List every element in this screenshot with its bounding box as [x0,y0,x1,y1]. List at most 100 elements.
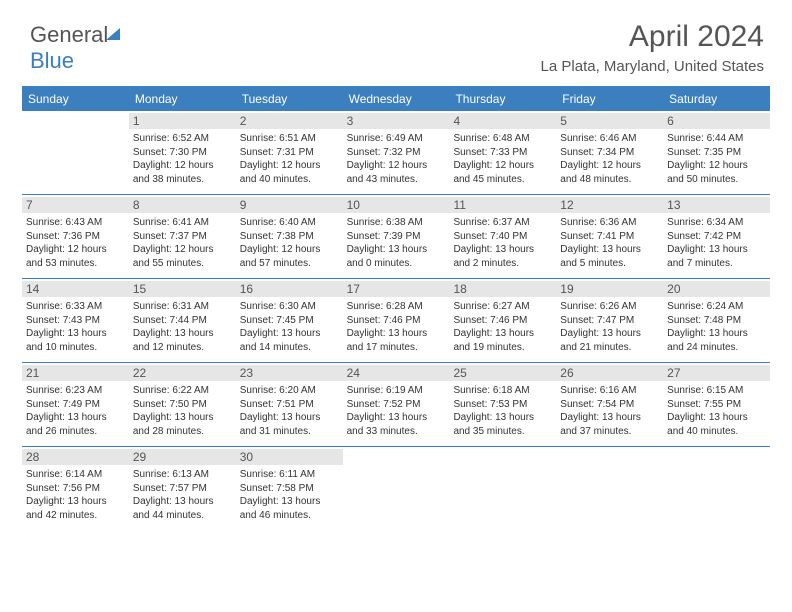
day-number: 26 [556,365,663,381]
day-number: 5 [556,113,663,129]
day-cell: 8 Sunrise: 6:41 AMSunset: 7:37 PMDaylight… [129,195,236,278]
weekday-header: Monday [129,88,236,110]
day-cell: 20 Sunrise: 6:24 AMSunset: 7:48 PMDayligh… [663,279,770,362]
day-number: 24 [343,365,450,381]
calendar-week-row: 28Sunrise: 6:14 AMSunset: 7:56 PMDayligh… [22,446,770,530]
day-details: Sunrise: 6:36 AMSunset: 7:41 PMDaylight:… [560,216,659,270]
day-cell: 27 Sunrise: 6:15 AMSunset: 7:55 PMDayligh… [663,363,770,446]
day-cell: 12 Sunrise: 6:36 AMSunset: 7:41 PMDayligh… [556,195,663,278]
day-details: Sunrise: 6:24 AMSunset: 7:48 PMDaylight:… [667,300,766,354]
day-details: Sunrise: 6:52 AMSunset: 7:30 PMDaylight:… [133,132,232,186]
calendar-week-row: 21Sunrise: 6:23 AMSunset: 7:49 PMDayligh… [22,362,770,446]
weekday-header: Tuesday [236,88,343,110]
day-details: Sunrise: 6:48 AMSunset: 7:33 PMDaylight:… [453,132,552,186]
day-cell [663,447,770,530]
day-number: 17 [343,281,450,297]
day-cell: 10 Sunrise: 6:38 AMSunset: 7:39 PMDayligh… [343,195,450,278]
day-cell: 16 Sunrise: 6:30 AMSunset: 7:45 PMDayligh… [236,279,343,362]
day-cell: 3Sunrise: 6:49 AMSunset: 7:32 PMDaylight… [343,111,450,194]
day-cell [556,447,663,530]
title-block: April 2024 La Plata, Maryland, United St… [541,20,764,75]
day-cell: 18Sunrise: 6:27 AMSunset: 7:46 PMDayligh… [449,279,556,362]
day-number: 7 [22,197,129,213]
day-cell: 22 Sunrise: 6:22 AMSunset: 7:50 PMDayligh… [129,363,236,446]
day-number: 30 [236,449,343,465]
day-details: Sunrise: 6:51 AMSunset: 7:31 PMDaylight:… [240,132,339,186]
day-cell: 25Sunrise: 6:18 AMSunset: 7:53 PMDayligh… [449,363,556,446]
day-details: Sunrise: 6:13 AMSunset: 7:57 PMDaylight:… [133,468,232,522]
day-number: 22 [129,365,236,381]
calendar-week-row: 7 Sunrise: 6:43 AMSunset: 7:36 PMDaylight… [22,194,770,278]
day-details: Sunrise: 6:27 AMSunset: 7:46 PMDaylight:… [453,300,552,354]
day-details: Sunrise: 6:22 AMSunset: 7:50 PMDaylight:… [133,384,232,438]
day-details: Sunrise: 6:37 AMSunset: 7:40 PMDaylight:… [453,216,552,270]
day-number: 14 [22,281,129,297]
day-cell: 17 Sunrise: 6:28 AMSunset: 7:46 PMDayligh… [343,279,450,362]
day-number: 20 [663,281,770,297]
weekday-header: Friday [556,88,663,110]
day-number: 2 [236,113,343,129]
day-cell: 7 Sunrise: 6:43 AMSunset: 7:36 PMDaylight… [22,195,129,278]
day-cell [449,447,556,530]
day-number: 15 [129,281,236,297]
weekday-header: Wednesday [343,88,450,110]
weekday-header: Sunday [22,88,129,110]
day-number: 6 [663,113,770,129]
day-cell: 1Sunrise: 6:52 AMSunset: 7:30 PMDaylight… [129,111,236,194]
calendar-header-row: SundayMondayTuesdayWednesdayThursdayFrid… [22,88,770,110]
location-text: La Plata, Maryland, United States [541,58,764,75]
day-cell: 23Sunrise: 6:20 AMSunset: 7:51 PMDayligh… [236,363,343,446]
day-details: Sunrise: 6:20 AMSunset: 7:51 PMDaylight:… [240,384,339,438]
month-title: April 2024 [541,20,764,54]
day-number: 10 [343,197,450,213]
day-number: 9 [236,197,343,213]
day-cell: 15 Sunrise: 6:31 AMSunset: 7:44 PMDayligh… [129,279,236,362]
day-number: 13 [663,197,770,213]
day-number: 11 [449,197,556,213]
calendar-week-row: 1Sunrise: 6:52 AMSunset: 7:30 PMDaylight… [22,110,770,194]
day-number: 16 [236,281,343,297]
day-cell: 9 Sunrise: 6:40 AMSunset: 7:38 PMDaylight… [236,195,343,278]
day-number: 12 [556,197,663,213]
day-cell [22,111,129,194]
day-cell: 26 Sunrise: 6:16 AMSunset: 7:54 PMDayligh… [556,363,663,446]
day-details: Sunrise: 6:33 AMSunset: 7:43 PMDaylight:… [26,300,125,354]
day-cell: 6Sunrise: 6:44 AMSunset: 7:35 PMDaylight… [663,111,770,194]
weekday-header: Thursday [449,88,556,110]
day-details: Sunrise: 6:30 AMSunset: 7:45 PMDaylight:… [240,300,339,354]
day-details: Sunrise: 6:38 AMSunset: 7:39 PMDaylight:… [347,216,446,270]
day-number: 25 [449,365,556,381]
day-number: 28 [22,449,129,465]
day-cell: 11 Sunrise: 6:37 AMSunset: 7:40 PMDayligh… [449,195,556,278]
day-details: Sunrise: 6:15 AMSunset: 7:55 PMDaylight:… [667,384,766,438]
day-number: 21 [22,365,129,381]
day-cell: 21Sunrise: 6:23 AMSunset: 7:49 PMDayligh… [22,363,129,446]
day-details: Sunrise: 6:11 AMSunset: 7:58 PMDaylight:… [240,468,339,522]
day-number: 8 [129,197,236,213]
day-details: Sunrise: 6:43 AMSunset: 7:36 PMDaylight:… [26,216,125,270]
day-cell: 2 Sunrise: 6:51 AMSunset: 7:31 PMDaylight… [236,111,343,194]
day-number: 27 [663,365,770,381]
day-details: Sunrise: 6:16 AMSunset: 7:54 PMDaylight:… [560,384,659,438]
day-number: 4 [449,113,556,129]
logo-text-1: General [30,22,108,47]
day-details: Sunrise: 6:46 AMSunset: 7:34 PMDaylight:… [560,132,659,186]
day-details: Sunrise: 6:31 AMSunset: 7:44 PMDaylight:… [133,300,232,354]
day-details: Sunrise: 6:28 AMSunset: 7:46 PMDaylight:… [347,300,446,354]
day-cell: 19 Sunrise: 6:26 AMSunset: 7:47 PMDayligh… [556,279,663,362]
day-details: Sunrise: 6:19 AMSunset: 7:52 PMDaylight:… [347,384,446,438]
day-details: Sunrise: 6:34 AMSunset: 7:42 PMDaylight:… [667,216,766,270]
logo-text-2: Blue [30,48,74,73]
day-details: Sunrise: 6:26 AMSunset: 7:47 PMDaylight:… [560,300,659,354]
day-cell [343,447,450,530]
day-number: 19 [556,281,663,297]
day-cell: 29Sunrise: 6:13 AMSunset: 7:57 PMDayligh… [129,447,236,530]
day-details: Sunrise: 6:40 AMSunset: 7:38 PMDaylight:… [240,216,339,270]
day-cell: 30 Sunrise: 6:11 AMSunset: 7:58 PMDayligh… [236,447,343,530]
calendar-table: SundayMondayTuesdayWednesdayThursdayFrid… [22,86,770,530]
weekday-header: Saturday [663,88,770,110]
logo-mark-icon [106,28,120,40]
day-cell: 28Sunrise: 6:14 AMSunset: 7:56 PMDayligh… [22,447,129,530]
day-cell: 4 Sunrise: 6:48 AMSunset: 7:33 PMDaylight… [449,111,556,194]
day-details: Sunrise: 6:41 AMSunset: 7:37 PMDaylight:… [133,216,232,270]
